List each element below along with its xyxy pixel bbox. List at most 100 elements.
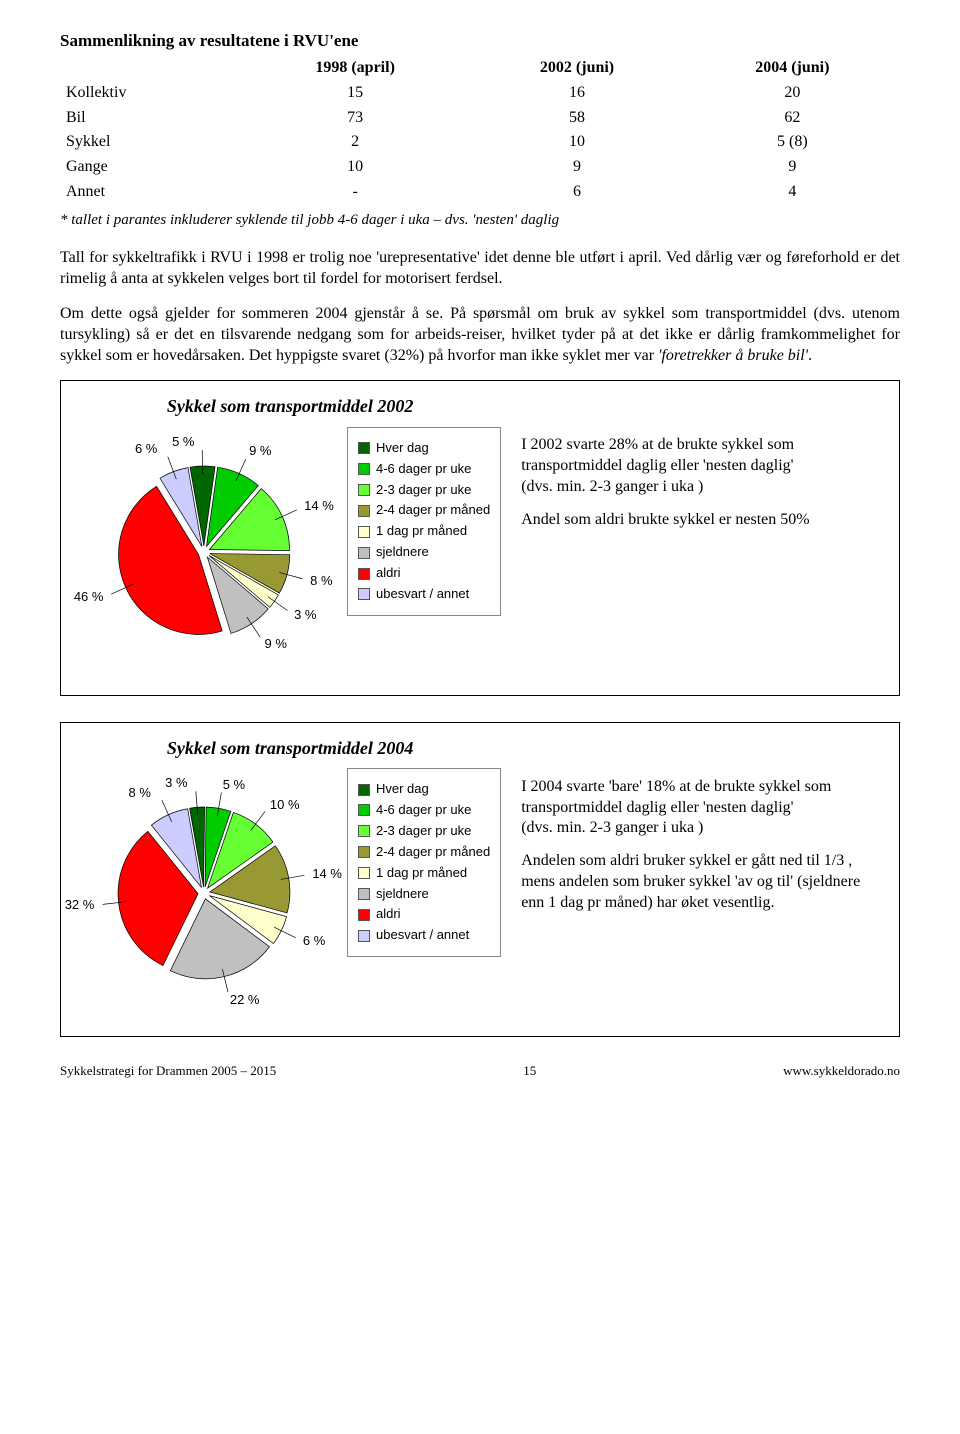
legend-item: 1 dag pr måned — [358, 865, 490, 882]
pie-slice-label: 8 % — [310, 573, 332, 590]
col-header: 1998 (april) — [241, 56, 470, 81]
pie-slice-label: 9 % — [265, 636, 287, 653]
pie-slice-label: 5 % — [223, 777, 245, 794]
legend-item: 2-3 dager pr uke — [358, 482, 490, 499]
legend-label: sjeldnere — [376, 886, 429, 903]
col-header: 2002 (juni) — [469, 56, 684, 81]
pie-slice-label: 9 % — [249, 443, 271, 460]
legend-swatch — [358, 505, 370, 517]
side-text-2002: I 2002 svarte 28% at de brukte sykkel so… — [521, 395, 881, 542]
legend-label: 1 dag pr måned — [376, 523, 467, 540]
table-row: Annet-64 — [60, 180, 900, 205]
legend-label: Hver dag — [376, 781, 429, 798]
table-cell: 15 — [241, 81, 470, 106]
table-cell: Annet — [60, 180, 241, 205]
pie-slice-label: 8 % — [129, 785, 151, 802]
legend-label: aldri — [376, 565, 401, 582]
para2-italic: 'foretrekker å bruke bil' — [658, 347, 808, 364]
pie-chart-2004: 3 %5 %10 %14 %6 %22 %32 %8 % — [79, 768, 329, 1018]
side-text-2004: I 2004 svarte 'bare' 18% at de brukte sy… — [521, 737, 881, 926]
legend-item: sjeldnere — [358, 544, 490, 561]
table-cell: 73 — [241, 106, 470, 131]
table-row: Kollektiv151620 — [60, 81, 900, 106]
pie-slice-label: 3 % — [165, 775, 187, 792]
footer-left: Sykkelstrategi for Drammen 2005 – 2015 — [60, 1063, 276, 1080]
legend-label: 2-3 dager pr uke — [376, 823, 471, 840]
legend-swatch — [358, 867, 370, 879]
table-cell: Kollektiv — [60, 81, 241, 106]
pie-slice-label: 6 % — [303, 933, 325, 950]
pie-slice-label: 3 % — [294, 607, 316, 624]
chart-2002-box: Sykkel som transportmiddel 2002 5 %9 %14… — [60, 380, 900, 695]
chart-2004-title: Sykkel som transportmiddel 2004 — [79, 737, 501, 760]
table-cell: Gange — [60, 155, 241, 180]
legend-swatch — [358, 547, 370, 559]
side-p1: I 2002 svarte 28% at de brukte sykkel so… — [521, 436, 794, 474]
pie-slice-label: 46 % — [74, 589, 104, 606]
pie-slice-label: 22 % — [230, 992, 260, 1009]
side-p1b: (dvs. min. 2-3 ganger i uka ) — [521, 819, 703, 836]
legend-item: 4-6 dager pr uke — [358, 802, 490, 819]
side-p2: Andelen som aldri bruker sykkel er gått … — [521, 851, 881, 913]
legend-item: aldri — [358, 906, 490, 923]
legend-swatch — [358, 484, 370, 496]
legend-label: 4-6 dager pr uke — [376, 802, 471, 819]
table-cell: 16 — [469, 81, 684, 106]
table-cell: 10 — [469, 130, 684, 155]
paragraph-1: Tall for sykkeltrafikk i RVU i 1998 er t… — [60, 248, 900, 290]
chart-2004-box: Sykkel som transportmiddel 2004 3 % 5 % 10… — [60, 722, 900, 1037]
legend-swatch — [358, 568, 370, 580]
legend-item: sjeldnere — [358, 886, 490, 903]
legend-item: 2-3 dager pr uke — [358, 823, 490, 840]
pie-slice-label: 10 % — [270, 797, 300, 814]
legend-label: ubesvart / annet — [376, 586, 469, 603]
legend-label: sjeldnere — [376, 544, 429, 561]
legend-item: 4-6 dager pr uke — [358, 461, 490, 478]
legend-swatch — [358, 442, 370, 454]
legend-swatch — [358, 825, 370, 837]
legend-label: 1 dag pr måned — [376, 865, 467, 882]
pie-chart-2002: 5 %9 %14 %8 %3 %9 %46 %6 % — [79, 427, 329, 677]
table-title: Sammenlikning av resultatene i RVU'ene — [60, 30, 900, 52]
legend-2004: Hver dag 4-6 dager pr uke 2-3 dager pr uke… — [347, 768, 501, 957]
side-p2: Andel som aldri brukte sykkel er nesten … — [521, 510, 881, 531]
comparison-table: 1998 (april) 2002 (juni) 2004 (juni) Kol… — [60, 56, 900, 205]
legend-label: Hver dag — [376, 440, 429, 457]
pie-slice-label: 5 % — [172, 434, 194, 451]
legend-item: Hver dag — [358, 781, 490, 798]
para2-tail: . — [808, 347, 812, 364]
legend-swatch — [358, 846, 370, 858]
legend-swatch — [358, 588, 370, 600]
chart-2002-title: Sykkel som transportmiddel 2002 — [79, 395, 501, 418]
legend-label: 2-3 dager pr uke — [376, 482, 471, 499]
footer-center: 15 — [523, 1063, 536, 1080]
legend-item: ubesvart / annet — [358, 586, 490, 603]
legend-item: ubesvart / annet — [358, 927, 490, 944]
table-cell: 4 — [685, 180, 900, 205]
table-cell: 9 — [685, 155, 900, 180]
legend-swatch — [358, 463, 370, 475]
table-row: Gange1099 — [60, 155, 900, 180]
legend-label: 2-4 dager pr måned — [376, 502, 490, 519]
legend-swatch — [358, 909, 370, 921]
table-cell: - — [241, 180, 470, 205]
table-cell: 2 — [241, 130, 470, 155]
legend-label: aldri — [376, 906, 401, 923]
pie-slice-label: 6 % — [135, 441, 157, 458]
legend-2002: Hver dag 4-6 dager pr uke 2-3 dager pr uke… — [347, 427, 501, 616]
table-cell: 10 — [241, 155, 470, 180]
table-cell: 9 — [469, 155, 684, 180]
legend-swatch — [358, 804, 370, 816]
legend-label: 4-6 dager pr uke — [376, 461, 471, 478]
side-p1: I 2004 svarte 'bare' 18% at de brukte sy… — [521, 778, 831, 816]
table-footnote: * tallet i parantes inkluderer syklende … — [60, 211, 900, 231]
legend-swatch — [358, 784, 370, 796]
pie-slice-label: 32 % — [65, 897, 95, 914]
legend-item: 2-4 dager pr måned — [358, 502, 490, 519]
legend-item: 2-4 dager pr måned — [358, 844, 490, 861]
legend-label: ubesvart / annet — [376, 927, 469, 944]
paragraph-2: Om dette også gjelder for sommeren 2004 … — [60, 304, 900, 366]
side-p1b: (dvs. min. 2-3 ganger i uka ) — [521, 478, 703, 495]
legend-swatch — [358, 526, 370, 538]
table-row: Sykkel2105 (8) — [60, 130, 900, 155]
